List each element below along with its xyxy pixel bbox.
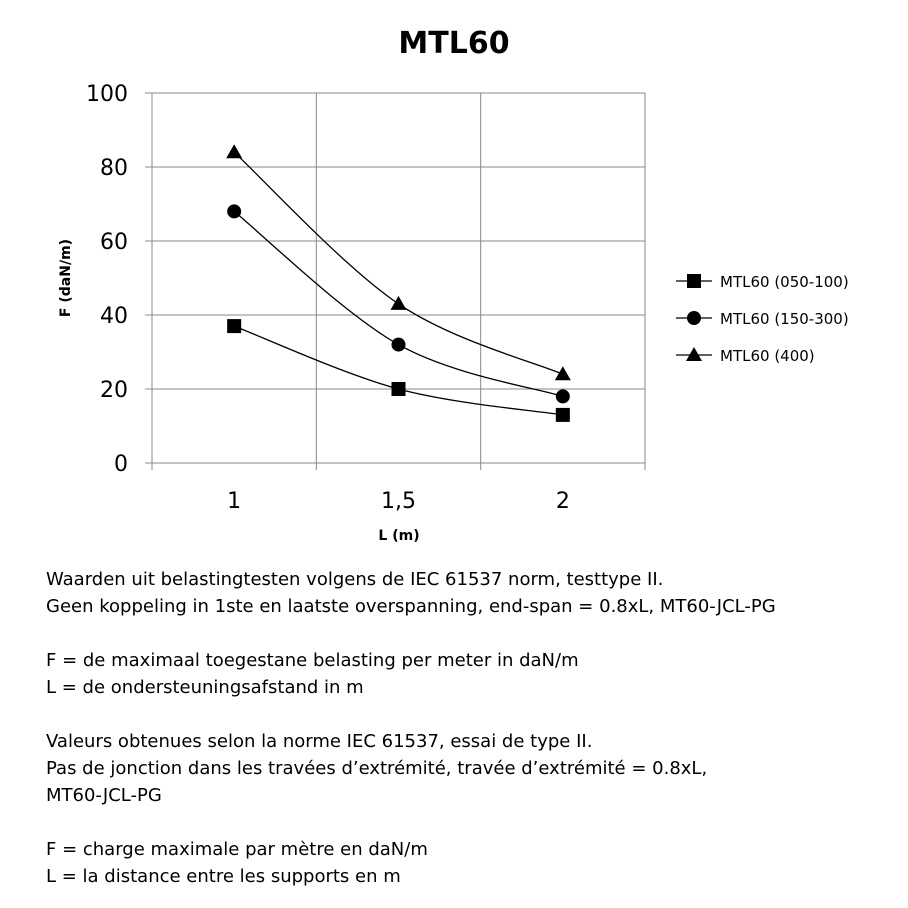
x-tick-label: 2 bbox=[556, 489, 570, 514]
y-tick-label: 40 bbox=[100, 304, 128, 329]
note-line: Pas de jonction dans les travées d’extré… bbox=[46, 758, 708, 779]
series-circle bbox=[227, 204, 570, 404]
legend-label: MTL60 (050-100) bbox=[720, 273, 849, 291]
y-axis-label: F (daN/m) bbox=[58, 239, 74, 317]
note-line: L = de ondersteuningsafstand in m bbox=[46, 677, 364, 698]
note-spacer bbox=[46, 620, 776, 647]
note-line: Waarden uit belastingtesten volgens de I… bbox=[46, 569, 664, 590]
legend-item: MTL60 (050-100) bbox=[676, 273, 849, 291]
legend: MTL60 (050-100) MTL60 (150-300) MTL60 (400… bbox=[676, 273, 849, 365]
note-line: MT60-JCL-PG bbox=[46, 785, 162, 806]
legend-square-icon bbox=[687, 274, 701, 288]
data-point-triangle bbox=[226, 144, 243, 159]
notes: Waarden uit belastingtesten volgens de I… bbox=[46, 566, 776, 890]
data-point-square bbox=[227, 319, 242, 334]
data-point-square bbox=[555, 407, 570, 422]
x-tick-label: 1,5 bbox=[381, 489, 416, 514]
note-line: Valeurs obtenues selon la norme IEC 6153… bbox=[46, 731, 593, 752]
note-line: L = la distance entre les supports en m bbox=[46, 866, 401, 887]
y-tick-label: 0 bbox=[114, 452, 128, 477]
legend-triangle-icon bbox=[686, 347, 702, 361]
series-triangle bbox=[226, 144, 571, 381]
data-point-triangle bbox=[554, 366, 571, 381]
x-axis-label: L (m) bbox=[378, 528, 419, 544]
x-axis-ticks: 1 1,5 2 bbox=[227, 489, 570, 514]
y-tick-label: 60 bbox=[100, 230, 128, 255]
note-spacer bbox=[46, 809, 776, 836]
y-tick-label: 80 bbox=[100, 156, 128, 181]
note-line: Geen koppeling in 1ste en laatste oversp… bbox=[46, 596, 776, 617]
y-tick-label: 20 bbox=[100, 378, 128, 403]
chart-title: MTL60 bbox=[398, 26, 509, 61]
y-tick-label: 100 bbox=[86, 82, 128, 107]
note-spacer bbox=[46, 701, 776, 728]
note-line: F = de maximaal toegestane belasting per… bbox=[46, 650, 579, 671]
legend-label: MTL60 (150-300) bbox=[720, 310, 849, 328]
series-square bbox=[227, 319, 570, 422]
legend-circle-icon bbox=[687, 311, 701, 325]
y-axis-ticks: 0 20 40 60 80 100 bbox=[86, 82, 128, 477]
legend-item: MTL60 (400) bbox=[676, 347, 815, 365]
note-line: F = charge maximale par mètre en daN/m bbox=[46, 839, 428, 860]
legend-label: MTL60 (400) bbox=[720, 347, 815, 365]
legend-item: MTL60 (150-300) bbox=[676, 310, 849, 328]
x-tick-label: 1 bbox=[227, 489, 241, 514]
data-point-circle bbox=[227, 204, 242, 219]
data-point-circle bbox=[391, 337, 406, 352]
data-point-circle bbox=[555, 389, 570, 404]
series-group bbox=[226, 144, 571, 422]
data-point-triangle bbox=[390, 295, 407, 310]
data-point-square bbox=[391, 382, 406, 396]
grid bbox=[145, 92, 646, 470]
